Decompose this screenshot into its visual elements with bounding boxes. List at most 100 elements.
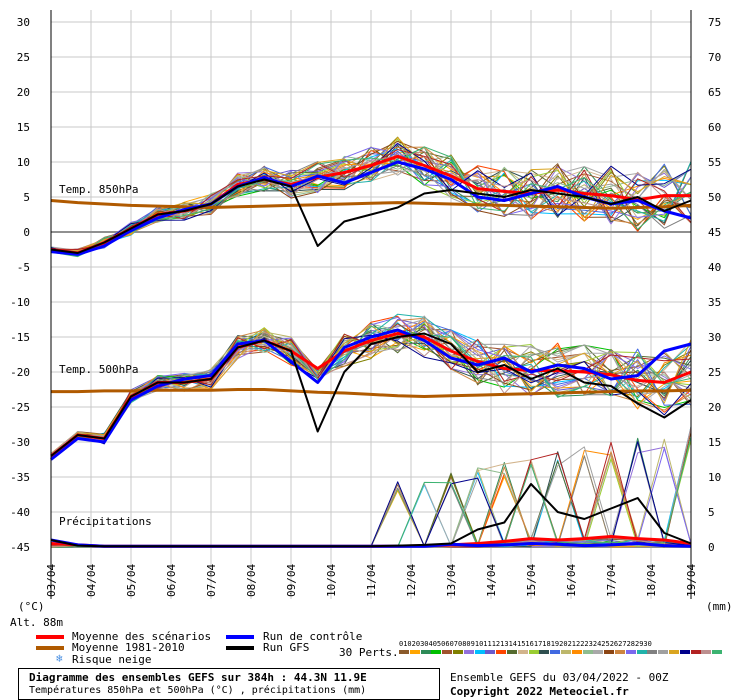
legend-swatch-mean	[36, 635, 64, 639]
x-tick-label: 15/04	[525, 564, 538, 597]
y-left-tick-label: 5	[23, 191, 30, 204]
perturbation-swatch	[690, 650, 701, 654]
annotation-t850: Temp. 850hPa	[59, 183, 138, 196]
x-tick-label: 06/04	[165, 564, 178, 597]
perturbation-swatch	[625, 650, 636, 654]
perturbation-swatch	[496, 650, 507, 654]
legend-swatch-gfs	[226, 646, 254, 650]
chart-axes: 03/0404/0405/0406/0407/0408/0409/0410/04…	[10, 10, 721, 599]
legend-snow: Risque neige	[72, 653, 152, 666]
member-line-500	[50, 334, 692, 458]
x-tick-label: 09/04	[285, 564, 298, 597]
perturbation-numbers: 0102030405060708091011121314151617181920…	[399, 640, 652, 648]
perturbation-swatch	[615, 650, 625, 654]
perturbation-swatch	[701, 650, 712, 654]
y-left-tick-label: 25	[17, 51, 30, 64]
y-left-tick-label: 0	[23, 226, 30, 239]
x-tick-label: 14/04	[485, 564, 498, 597]
series-850-line	[50, 199, 692, 210]
perturbation-swatch	[485, 650, 496, 654]
legend-swatch-control	[226, 635, 254, 639]
main-series	[50, 154, 692, 548]
perturbation-swatch	[528, 650, 539, 654]
x-tick-label: 16/04	[565, 564, 578, 597]
perturbation-swatch	[550, 650, 561, 654]
y-right-tick-label: 15	[708, 436, 721, 449]
perturbation-swatch	[669, 650, 679, 654]
footer-subtitle: Températures 850hPa et 500hPa (°C) , pré…	[29, 685, 367, 696]
perturbation-swatch	[593, 650, 604, 654]
legend-clim: Moyenne 1981-2010	[72, 641, 185, 654]
y-left-tick-label: -20	[10, 366, 30, 379]
y-left-tick-label: -25	[10, 401, 30, 414]
x-tick-label: 07/04	[205, 564, 218, 597]
copyright-label: Copyright 2022 Meteociel.fr	[450, 685, 629, 698]
x-tick-label: 18/04	[645, 564, 658, 597]
perturbation-swatch	[636, 650, 647, 654]
chart-labels: Temp. 850hPa Temp. 500hPa Précipitations…	[10, 183, 733, 629]
y-right-tick-label: 70	[708, 51, 721, 64]
y-left-tick-label: -40	[10, 506, 30, 519]
x-tick-label: 12/04	[405, 564, 418, 597]
member-line-850	[50, 140, 692, 255]
perturbation-swatch	[507, 650, 517, 654]
x-tick-label: 17/04	[605, 564, 618, 597]
y-right-tick-label: 20	[708, 401, 721, 414]
member-line-500	[50, 326, 692, 459]
perturbation-swatch	[712, 650, 723, 654]
legend-gfs: Run GFS	[263, 641, 310, 654]
series-precip-line	[50, 483, 692, 548]
altitude-label: Alt. 88m	[10, 616, 63, 629]
legend-perts: 30 Perts.	[339, 646, 399, 659]
perturbation-swatch	[431, 650, 442, 654]
y-left-tick-label: -15	[10, 331, 30, 344]
y-right-tick-label: 35	[708, 296, 721, 309]
member-line-850	[50, 161, 692, 253]
legend-mean: Moyenne des scénarios	[72, 630, 212, 643]
perturbation-swatch	[442, 650, 453, 654]
series-500-line	[50, 332, 692, 457]
y-right-tick-label: 30	[708, 331, 721, 344]
member-line-850	[50, 146, 692, 251]
x-tick-label: 08/04	[245, 564, 258, 597]
y-left-tick-label: 15	[17, 121, 30, 134]
y-left-tick-label: -10	[10, 296, 30, 309]
footer-box: Diagramme des ensembles GEFS sur 384h : …	[18, 668, 440, 700]
perturbation-swatch	[604, 650, 615, 654]
snowflake-icon: ❄	[56, 652, 63, 665]
y-right-tick-label: 25	[708, 366, 721, 379]
series-850-line	[50, 178, 692, 254]
perturbation-swatch	[561, 650, 571, 654]
x-tick-label: 10/04	[325, 564, 338, 597]
perturbation-swatch	[679, 650, 690, 654]
perturbation-swatch	[658, 650, 669, 654]
legend-swatch-clim	[36, 646, 64, 650]
y-left-unit: (°C)	[18, 600, 45, 613]
y-left-tick-label: -30	[10, 436, 30, 449]
x-tick-label: 05/04	[125, 564, 138, 597]
perturbation-swatch	[539, 650, 550, 654]
y-right-tick-label: 50	[708, 191, 721, 204]
annotation-t500: Temp. 500hPa	[59, 363, 138, 376]
y-right-tick-label: 45	[708, 226, 721, 239]
perturbation-swatch	[463, 650, 474, 654]
y-right-tick-label: 40	[708, 261, 721, 274]
y-right-tick-label: 0	[708, 541, 715, 554]
perturbation-swatch	[453, 650, 463, 654]
perturbation-swatch	[409, 650, 420, 654]
y-left-tick-label: -35	[10, 471, 30, 484]
x-tick-label: 13/04	[445, 564, 458, 597]
perturbation-swatch	[571, 650, 582, 654]
member-line-500	[50, 325, 692, 459]
x-tick-label: 11/04	[365, 564, 378, 597]
y-left-tick-label: 30	[17, 16, 30, 29]
perturbation-swatch	[399, 650, 409, 654]
y-right-tick-label: 5	[708, 506, 715, 519]
y-left-tick-label: 20	[17, 86, 30, 99]
perturbation-swatch	[474, 650, 485, 654]
series-500-line	[50, 328, 692, 461]
y-left-tick-label: 10	[17, 156, 30, 169]
y-right-tick-label: 55	[708, 156, 721, 169]
y-left-tick-label: -45	[10, 541, 30, 554]
y-right-unit: (mm)	[706, 600, 733, 613]
